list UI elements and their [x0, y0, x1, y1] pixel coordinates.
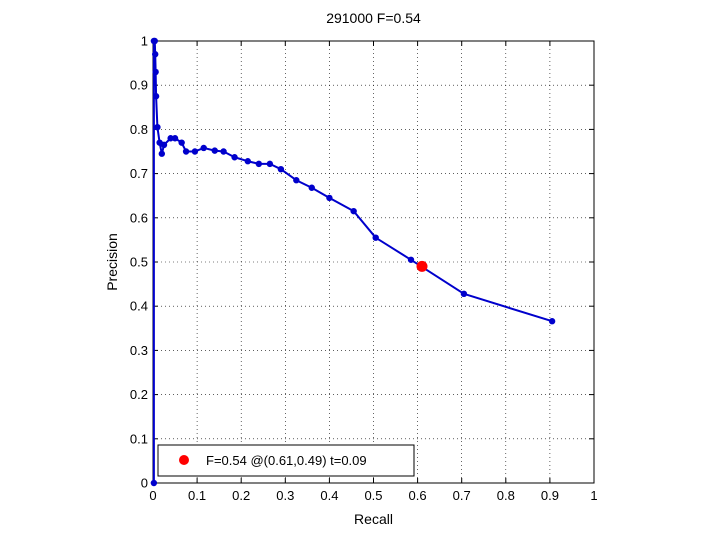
y-axis-label: Precision	[104, 233, 120, 291]
legend-box	[157, 444, 415, 477]
y-tick-label: 0.9	[130, 78, 148, 93]
data-point	[231, 154, 238, 161]
data-point	[160, 141, 168, 149]
data-point	[171, 135, 179, 142]
y-tick-label: 0.8	[130, 122, 148, 137]
data-point	[158, 150, 166, 157]
best-f-point	[416, 260, 428, 272]
x-tick-label: 0.7	[453, 488, 471, 503]
data-point	[255, 160, 263, 168]
series	[150, 37, 556, 487]
data-point	[372, 234, 379, 241]
data-point	[211, 147, 218, 154]
data-point	[178, 139, 185, 146]
data-point	[277, 165, 285, 173]
legend: F=0.54 @(0.61,0.49) t=0.09	[157, 444, 415, 477]
data-point	[326, 194, 333, 202]
x-tick-label: 0.2	[232, 488, 250, 503]
y-tick-label: 0.4	[130, 299, 148, 314]
y-tick-label: 0.7	[130, 166, 148, 181]
data-point	[152, 51, 159, 58]
x-tick-label: 0.4	[320, 488, 338, 503]
data-point	[293, 177, 300, 184]
data-point	[167, 135, 174, 142]
data-point	[154, 123, 161, 131]
y-tick-label: 1	[141, 34, 148, 49]
data-point	[244, 158, 252, 165]
x-tick-label: 0.5	[364, 488, 382, 503]
y-tick-label: 0.5	[130, 255, 148, 270]
data-point	[151, 37, 158, 45]
x-tick-label: 0.6	[409, 488, 427, 503]
x-tick-label: 1	[590, 488, 597, 503]
data-point	[191, 148, 199, 155]
data-point	[407, 256, 415, 263]
data-point	[460, 290, 468, 298]
data-point	[150, 479, 158, 487]
data-point	[266, 160, 274, 168]
data-point	[548, 318, 556, 325]
y-tick-label: 0	[141, 476, 148, 491]
x-tick-label: 0.8	[497, 488, 515, 503]
chart-title: 291000 F=0.54	[326, 10, 421, 26]
data-point	[308, 184, 315, 191]
legend-marker	[179, 455, 189, 465]
data-point	[152, 68, 159, 76]
data-point	[350, 207, 357, 215]
ticks: 0 0.1 0.2 0.3 0.4 0.5 0.6 0.7 0.8 0.9 1 0 0.1 0.2 0.3 0…	[130, 34, 598, 504]
data-point	[220, 148, 227, 155]
x-axis-label: Recall	[354, 511, 393, 527]
x-tick-label: 0.9	[541, 488, 559, 503]
x-tick-label: 0.3	[276, 488, 294, 503]
y-tick-label: 0.2	[130, 387, 148, 402]
legend-label: F=0.54 @(0.61,0.49) t=0.09	[206, 453, 367, 468]
grid	[153, 41, 594, 483]
y-tick-label: 0.3	[130, 343, 148, 358]
data-point	[200, 144, 207, 152]
y-tick-label: 0.1	[130, 431, 148, 446]
y-tick-label: 0.6	[130, 210, 148, 225]
x-tick-label: 0	[149, 488, 156, 503]
data-point	[182, 148, 190, 155]
x-tick-label: 0.1	[188, 488, 206, 503]
data-point	[152, 93, 160, 100]
